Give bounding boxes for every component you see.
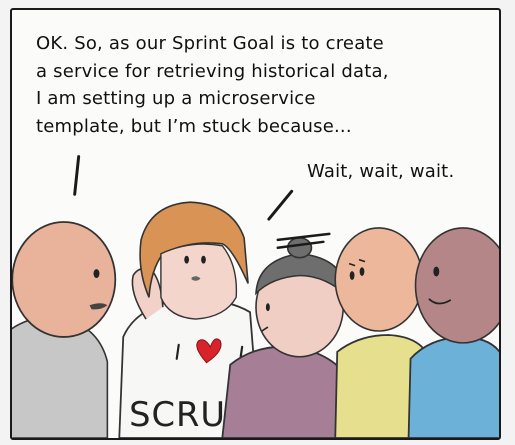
character-blue: [407, 227, 499, 438]
face-center: [160, 243, 238, 320]
head-left: [12, 221, 117, 338]
hair-orange: [139, 201, 249, 298]
speech-line: template, but I’m stuck because...: [36, 115, 352, 137]
comic-illustration: SCRU: [12, 155, 499, 438]
speech-text-right: Wait, wait, wait.: [307, 161, 455, 182]
speech-tick-left: [73, 155, 81, 196]
character-yellow: [334, 227, 434, 438]
speech-tick-right: [267, 189, 294, 221]
comic-panel: SCRU OK. S: [10, 8, 501, 440]
character-center: SCRU: [118, 201, 261, 438]
shirt-blue: [407, 336, 499, 438]
head-blue: [414, 227, 499, 344]
speech-text-left: OK. So, as our Sprint Goal is to create …: [36, 30, 389, 140]
speech-line: a service for retrieving historical data…: [36, 60, 389, 82]
head-yellow: [334, 227, 424, 332]
hair-bun: [286, 237, 313, 259]
speech-line: I am setting up a microservice: [36, 88, 316, 109]
heart-red: [196, 338, 222, 364]
character-left: [12, 221, 117, 438]
speech-line: OK. So, as our Sprint Goal is to create: [36, 33, 384, 54]
shirt-text: SCRU: [129, 395, 226, 434]
shirt-purple: [221, 345, 355, 438]
